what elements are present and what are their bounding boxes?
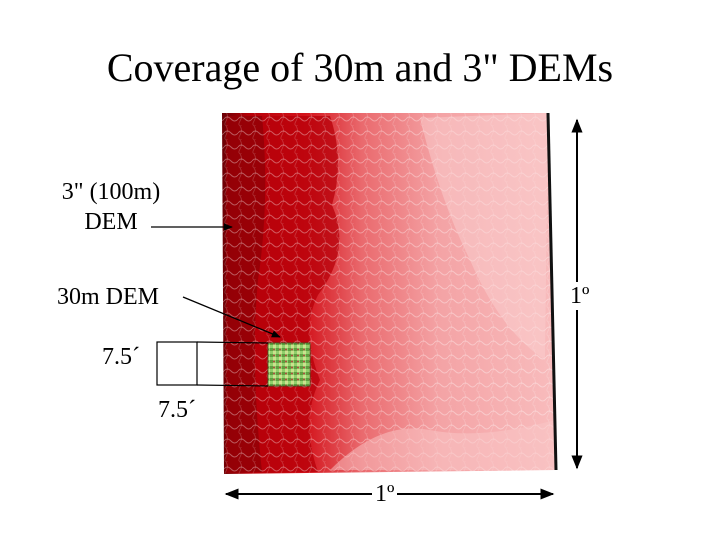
quad-height-label: 7.5´ xyxy=(102,344,140,370)
dem-3arcsec-label-line2: DEM xyxy=(84,209,138,235)
quad-top-leader xyxy=(196,341,269,344)
dem-3arcsec-label: 3" (100m) DEM xyxy=(46,178,176,236)
dem-3arcsec-label-line1: 3" (100m) xyxy=(61,179,161,205)
extent-vertical-label: 1º xyxy=(569,282,591,310)
dem-3arcsec-map xyxy=(222,112,558,474)
quad-outline xyxy=(156,341,198,386)
quad-width-label: 7.5´ xyxy=(158,397,196,423)
page-title: Coverage of 30m and 3" DEMs xyxy=(106,45,614,90)
dem-30m-tile xyxy=(267,342,311,387)
quad-bottom-leader xyxy=(196,384,269,387)
extent-horizontal-label: 1º xyxy=(372,480,398,508)
dem-30m-label: 30m DEM xyxy=(57,284,159,310)
dem-30m-pointer xyxy=(182,296,281,338)
